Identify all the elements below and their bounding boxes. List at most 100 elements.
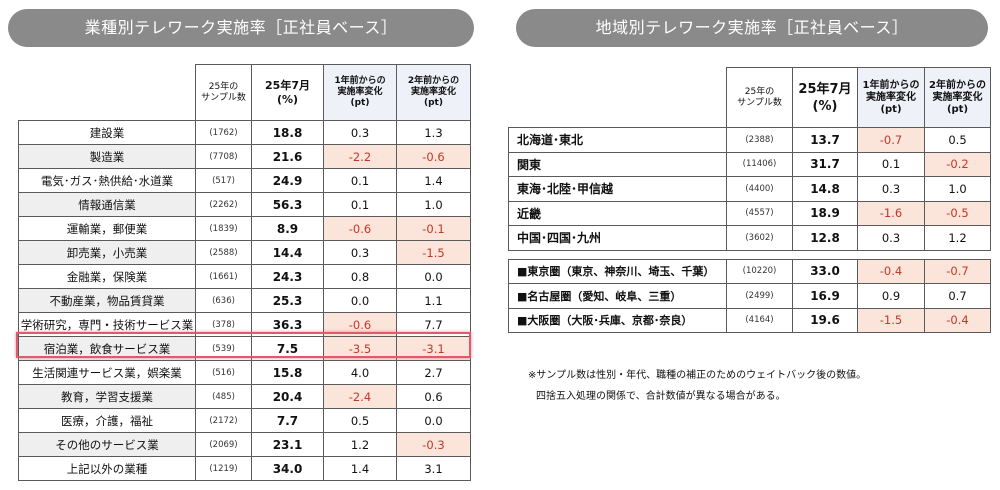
change-1y: 1.2 bbox=[323, 432, 397, 457]
row-label: 北海道･東北 bbox=[508, 127, 727, 153]
change-1y: 0.5 bbox=[323, 408, 397, 433]
table-row: 電気･ガス･熱供給･水道業 (517) 24.9 0.1 1.4 bbox=[18, 168, 471, 193]
row-label: 近畿 bbox=[508, 200, 727, 226]
change-1y: 0.9 bbox=[857, 283, 925, 309]
left-section-title: 業種別テレワーク実施率［正社員ベース］ bbox=[8, 9, 474, 47]
note-line-1: ※サンプル数は性別・年代、職種の補正のためのウェイトバック後の数値。 bbox=[528, 370, 867, 381]
rate-value: 33.0 bbox=[792, 258, 858, 284]
change-1y: 0.3 bbox=[323, 120, 397, 145]
change-2y: 0.7 bbox=[924, 283, 991, 309]
change-2y: -1.5 bbox=[396, 240, 471, 265]
change-1y: -0.4 bbox=[857, 258, 925, 284]
sample-count: (2069) bbox=[195, 432, 252, 457]
row-label: 卸売業，小売業 bbox=[18, 240, 196, 265]
sample-count: (3602) bbox=[726, 225, 793, 251]
change-1y: 0.1 bbox=[323, 192, 397, 217]
rate-value: 12.8 bbox=[792, 225, 858, 251]
rate-value: 8.9 bbox=[251, 216, 324, 241]
change-1y: 0.1 bbox=[323, 168, 397, 193]
corner-blank bbox=[509, 68, 727, 128]
table-row: 運輸業，郵便業 (1839) 8.9 -0.6 -0.1 bbox=[18, 216, 471, 241]
table-row: 医療，介護，福祉 (2172) 7.7 0.5 0.0 bbox=[18, 408, 471, 433]
row-label: ■名古屋圏（愛知、岐阜、三重） bbox=[508, 283, 727, 309]
table-row: 生活関連サービス業，娯楽業 (516) 15.8 4.0 2.7 bbox=[18, 360, 471, 385]
sample-count: (2172) bbox=[195, 408, 252, 433]
gap-cell bbox=[508, 249, 727, 260]
change-1y: -3.5 bbox=[323, 336, 397, 361]
row-label: 電気･ガス･熱供給･水道業 bbox=[18, 168, 196, 193]
row-label: 製造業 bbox=[18, 144, 196, 169]
change-2y: -0.6 bbox=[396, 144, 471, 169]
note-line-2: 四捨五入処理の関係で、合計数値が異なる場合がある。 bbox=[536, 391, 786, 402]
sample-count: (516) bbox=[195, 360, 252, 385]
row-label: 建設業 bbox=[18, 120, 196, 145]
sample-count: (4164) bbox=[726, 307, 793, 333]
sample-count: (2262) bbox=[195, 192, 252, 217]
rate-value: 20.4 bbox=[251, 384, 324, 409]
rate-value: 36.3 bbox=[251, 312, 324, 337]
header-rate: 25年7月 (%) bbox=[251, 64, 324, 121]
table-row: 近畿 (4557) 18.9 -1.6 -0.5 bbox=[508, 200, 991, 226]
change-1y: 0.8 bbox=[323, 264, 397, 289]
row-label: 情報通信業 bbox=[18, 192, 196, 217]
table-row: ■大阪圏（大阪･兵庫、京都･奈良） (4164) 19.6 -1.5 -0.4 bbox=[508, 307, 991, 333]
gap-cell bbox=[792, 249, 858, 260]
corner-blank bbox=[19, 65, 196, 121]
change-1y: -2.4 bbox=[323, 384, 397, 409]
table-row: ■東京圏（東京、神奈川、埼玉、千葉） (10220) 33.0 -0.4 -0.7 bbox=[508, 258, 991, 284]
rate-value: 19.6 bbox=[792, 307, 858, 333]
row-label: その他のサービス業 bbox=[18, 432, 196, 457]
change-2y: 1.4 bbox=[396, 168, 471, 193]
change-2y: 0.6 bbox=[396, 384, 471, 409]
table-row: 学術研究，専門・技術サービス業 (378) 36.3 -0.6 7.7 bbox=[18, 312, 471, 337]
row-label: 不動産業，物品賃貸業 bbox=[18, 288, 196, 313]
table-row: 製造業 (7708) 21.6 -2.2 -0.6 bbox=[18, 144, 471, 169]
header-sample: 25年の サンプル数 bbox=[726, 67, 793, 128]
change-2y: -0.3 bbox=[396, 432, 471, 457]
table-row: 関東 (11406) 31.7 0.1 -0.2 bbox=[508, 151, 991, 177]
header-rate: 25年7月 (%) bbox=[792, 67, 858, 128]
sample-count: (517) bbox=[195, 168, 252, 193]
change-1y: -0.6 bbox=[323, 312, 397, 337]
rate-value: 14.4 bbox=[251, 240, 324, 265]
change-2y: 2.7 bbox=[396, 360, 471, 385]
row-label: 金融業，保険業 bbox=[18, 264, 196, 289]
change-2y: -0.7 bbox=[924, 258, 991, 284]
table-row: その他のサービス業 (2069) 23.1 1.2 -0.3 bbox=[18, 432, 471, 457]
table-row: 中国･四国･九州 (3602) 12.8 0.3 1.2 bbox=[508, 225, 991, 251]
change-2y: 1.0 bbox=[396, 192, 471, 217]
row-label: ■大阪圏（大阪･兵庫、京都･奈良） bbox=[508, 307, 727, 333]
change-1y: 0.1 bbox=[857, 151, 925, 177]
sample-count: (539) bbox=[195, 336, 252, 361]
rate-value: 24.3 bbox=[251, 264, 324, 289]
change-2y: 0.0 bbox=[396, 264, 471, 289]
rate-value: 34.0 bbox=[251, 456, 324, 481]
rate-value: 7.7 bbox=[251, 408, 324, 433]
sample-count: (1661) bbox=[195, 264, 252, 289]
row-label: 医療，介護，福祉 bbox=[18, 408, 196, 433]
sample-count: (2499) bbox=[726, 283, 793, 309]
table-gap bbox=[508, 249, 991, 260]
rate-value: 16.9 bbox=[792, 283, 858, 309]
change-2y: 1.3 bbox=[396, 120, 471, 145]
change-2y: 1.1 bbox=[396, 288, 471, 313]
row-label: 中国･四国･九州 bbox=[508, 225, 727, 251]
sample-count: (1839) bbox=[195, 216, 252, 241]
gap-cell bbox=[857, 249, 925, 260]
sample-count: (4557) bbox=[726, 200, 793, 226]
sample-count: (485) bbox=[195, 384, 252, 409]
change-1y: -1.5 bbox=[857, 307, 925, 333]
sample-count: (7708) bbox=[195, 144, 252, 169]
sample-count: (1219) bbox=[195, 456, 252, 481]
sample-count: (636) bbox=[195, 288, 252, 313]
table-row: 情報通信業 (2262) 56.3 0.1 1.0 bbox=[18, 192, 471, 217]
change-1y: -0.7 bbox=[857, 127, 925, 153]
table-row: 卸売業，小売業 (2588) 14.4 0.3 -1.5 bbox=[18, 240, 471, 265]
change-2y: -0.1 bbox=[396, 216, 471, 241]
header-change-2y: 2年前からの 実施率変化 (pt) bbox=[924, 67, 991, 128]
table-row: 北海道･東北 (2388) 13.7 -0.7 0.5 bbox=[508, 127, 991, 153]
rate-value: 56.3 bbox=[251, 192, 324, 217]
change-1y: -2.2 bbox=[323, 144, 397, 169]
table-row: ■名古屋圏（愛知、岐阜、三重） (2499) 16.9 0.9 0.7 bbox=[508, 283, 991, 309]
change-2y: 7.7 bbox=[396, 312, 471, 337]
